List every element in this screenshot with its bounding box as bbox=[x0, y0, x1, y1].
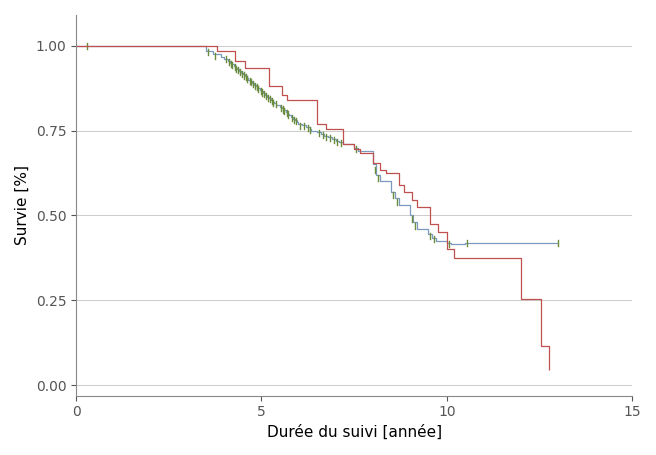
X-axis label: Durée du suivi [année]: Durée du suivi [année] bbox=[266, 425, 441, 440]
Y-axis label: Survie [%]: Survie [%] bbox=[15, 165, 30, 245]
